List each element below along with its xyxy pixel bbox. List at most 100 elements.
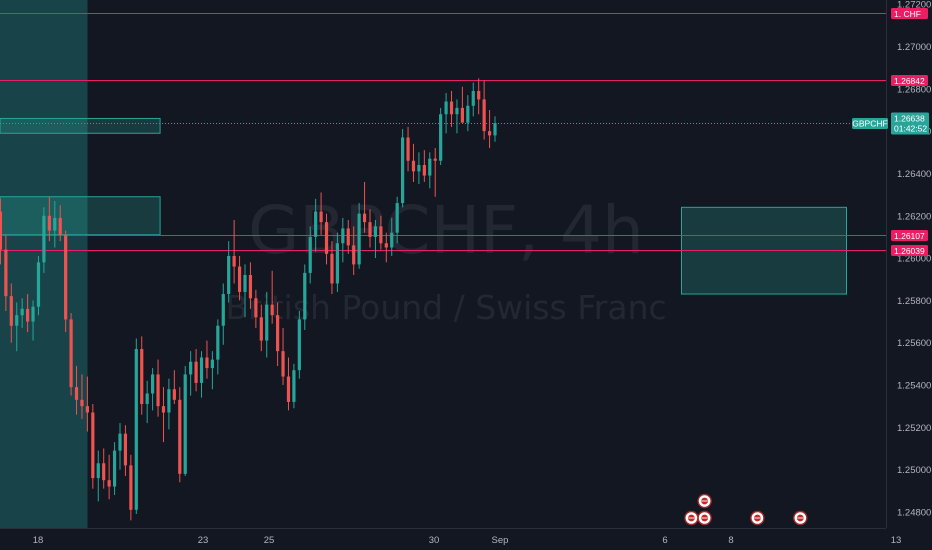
horizontal-levels[interactable] bbox=[0, 13, 886, 251]
candle-body bbox=[227, 255, 231, 295]
candle-body bbox=[330, 253, 334, 284]
price-tick-label[interactable]: 1.27000 bbox=[897, 42, 931, 53]
candle-body bbox=[352, 245, 356, 265]
candle bbox=[433, 148, 437, 197]
candle bbox=[482, 80, 486, 140]
price-tick-label[interactable]: 1.25600 bbox=[897, 338, 931, 349]
candle-body bbox=[69, 319, 73, 388]
event-marker-2[interactable] bbox=[697, 510, 712, 526]
candle bbox=[36, 255, 41, 316]
candle bbox=[444, 93, 448, 134]
candle bbox=[161, 387, 166, 443]
candle bbox=[69, 313, 73, 396]
price-tick-label[interactable]: 1.25400 bbox=[897, 381, 931, 392]
event-marker-3[interactable] bbox=[697, 493, 712, 509]
candle-body bbox=[439, 114, 443, 161]
time-tick-label[interactable]: 13 bbox=[891, 535, 902, 546]
candle-body bbox=[237, 266, 242, 292]
time-tick-label[interactable]: 30 bbox=[429, 535, 440, 546]
symbol-tag-text: GBPCHF bbox=[852, 119, 887, 129]
price-tick-label[interactable]: 1.25000 bbox=[897, 465, 931, 476]
price-tick-label[interactable]: 1.26200 bbox=[897, 211, 931, 222]
price-tick-label[interactable]: 1.26800 bbox=[897, 84, 931, 95]
candle-body bbox=[129, 465, 133, 510]
candle-body bbox=[297, 319, 301, 371]
candle-body bbox=[31, 306, 35, 322]
price-tick-label[interactable]: 1.24800 bbox=[897, 507, 931, 518]
candle-body bbox=[9, 296, 13, 326]
candle bbox=[319, 192, 323, 235]
candle-body bbox=[449, 101, 454, 115]
candle-body bbox=[303, 272, 307, 320]
candle-body bbox=[0, 211, 3, 250]
event-marker-1[interactable] bbox=[684, 510, 699, 526]
price-tick-label[interactable]: 1.26000 bbox=[897, 254, 931, 265]
candle bbox=[303, 264, 307, 330]
current-price-label-text: 1.26638 bbox=[894, 114, 925, 124]
candle bbox=[308, 226, 312, 284]
level-price-label-1: 1. CHF bbox=[891, 8, 928, 19]
candle bbox=[85, 376, 89, 432]
candle bbox=[112, 442, 117, 495]
candle-body bbox=[47, 215, 51, 231]
candle bbox=[379, 215, 383, 250]
candle bbox=[384, 232, 388, 263]
time-tick-label[interactable]: Sep bbox=[492, 535, 509, 546]
candle-body bbox=[145, 393, 149, 405]
price-tick-label[interactable]: 1.25800 bbox=[897, 296, 931, 307]
candle-body bbox=[319, 211, 323, 223]
candle bbox=[439, 107, 443, 165]
price-tick-label[interactable]: 1.27200 bbox=[897, 0, 931, 11]
candle bbox=[221, 283, 225, 345]
zone-rect-1[interactable] bbox=[0, 117, 161, 134]
candle bbox=[248, 262, 253, 309]
watermark-title: GBPCHF, 4h bbox=[248, 192, 644, 269]
level-price-label-2-bg bbox=[891, 75, 928, 86]
candle bbox=[401, 129, 405, 208]
candle-body bbox=[80, 399, 84, 407]
candle-body bbox=[64, 234, 68, 320]
candle-body bbox=[183, 374, 187, 474]
candle bbox=[58, 205, 62, 242]
candle-body bbox=[53, 217, 57, 231]
candle bbox=[107, 454, 111, 500]
time-tick-label[interactable]: 6 bbox=[662, 535, 667, 546]
time-tick-label[interactable]: 18 bbox=[33, 535, 44, 546]
candle-body bbox=[324, 222, 329, 254]
candle-body bbox=[112, 450, 117, 487]
candle-body bbox=[232, 255, 236, 267]
candle-body bbox=[444, 101, 448, 115]
candle bbox=[80, 374, 84, 419]
candle bbox=[292, 363, 296, 409]
candle bbox=[270, 270, 274, 324]
zone-rect-2[interactable] bbox=[0, 196, 161, 236]
price-tick-label[interactable]: 1.25200 bbox=[897, 423, 931, 434]
price-tick-label[interactable]: 1.26400 bbox=[897, 169, 931, 180]
time-axis[interactable]: 18232530Sep6813152022 bbox=[0, 528, 932, 547]
candle-body bbox=[286, 376, 291, 402]
time-tick-label[interactable]: 23 bbox=[198, 535, 209, 546]
level-price-label-3-text: 1.26107 bbox=[894, 231, 925, 241]
event-marker-4[interactable] bbox=[750, 510, 765, 526]
time-tick-label[interactable]: 8 bbox=[728, 535, 733, 546]
event-markers[interactable] bbox=[684, 493, 808, 526]
candle bbox=[205, 340, 209, 379]
watermark: GBPCHF, 4h British Pound / Swiss Franc bbox=[225, 192, 666, 327]
candle-body bbox=[15, 315, 19, 326]
candle bbox=[194, 349, 198, 392]
candle-body bbox=[74, 387, 79, 400]
event-marker-5[interactable] bbox=[793, 510, 808, 526]
level-price-label-2: 1.26842 bbox=[891, 75, 928, 86]
time-tick-label[interactable]: 25 bbox=[264, 535, 275, 546]
candle bbox=[395, 196, 399, 244]
candle-body bbox=[477, 90, 481, 100]
candle-body bbox=[199, 357, 204, 383]
level-price-label-4: 1.26039 bbox=[891, 245, 928, 256]
candle bbox=[96, 450, 100, 502]
candle bbox=[422, 150, 426, 182]
candle bbox=[455, 99, 459, 134]
level-price-label-4-bg bbox=[891, 245, 928, 256]
candle bbox=[373, 220, 378, 259]
